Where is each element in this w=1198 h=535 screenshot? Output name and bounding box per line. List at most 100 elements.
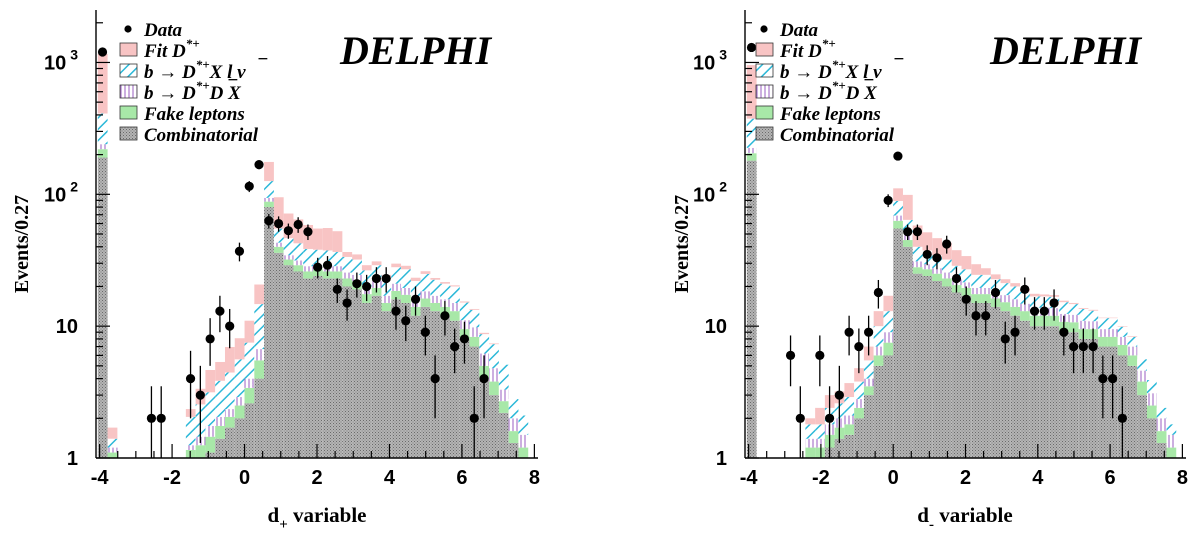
semi-bar [883,311,894,333]
semi-bar [805,424,816,439]
dd-bar [215,416,225,426]
semi-bar [205,392,216,426]
dd-bar [912,261,923,268]
fake-bar [273,246,284,253]
comb-bar [381,311,392,458]
fit-bar [234,338,245,360]
legend-label-fake: Fake leptons [779,104,881,125]
data-point [1117,413,1127,423]
legend-label-data: Data [779,20,819,41]
data-point [834,390,844,400]
fake-bar [1137,381,1147,396]
data-points [746,42,1127,458]
semi-bar [303,248,314,267]
dd-bar [961,282,972,288]
data-point [864,327,874,337]
semi-bar [508,399,519,419]
y-tick-label: 10 2 [693,178,727,206]
legend-swatch-fit [755,42,774,57]
dd-bar [873,346,884,356]
fake-bar [912,267,923,274]
comb-bar [234,418,245,458]
fake-bar [1049,315,1060,327]
comb-bar [902,246,913,458]
semi-bar [1166,424,1177,435]
comb-bar [254,378,265,458]
data-point [234,246,245,256]
fit-bar [273,197,284,229]
data-point [942,239,952,249]
comb-bar [342,286,353,458]
legend-marker-data [760,25,768,33]
semi-bar [1146,380,1157,394]
x-tick-label: -4 [91,467,110,489]
data-point [185,374,196,384]
dd-bar [303,266,314,272]
comb-bar [1078,338,1089,458]
comb-bar [1029,326,1040,458]
semi-bar [746,118,757,148]
data-point [1000,334,1010,344]
comb-bar [922,276,933,458]
x-axis-title: d+ variable [268,503,367,533]
fit-bar [459,301,470,303]
comb-bar [440,315,450,458]
comb-bar [844,434,855,458]
data-point [244,181,254,191]
fake-bar [97,149,108,158]
dd-bar [332,266,343,272]
fit-bar [893,188,903,201]
fake-bar [1098,336,1108,347]
dd-bar [273,242,284,247]
dd-bar [489,368,499,382]
y-tick-label: 10 3 [693,46,727,74]
semi-bar [863,360,874,379]
semi-bar [215,380,225,417]
data-point [352,279,362,289]
comb-bar [932,281,943,458]
legend-swatch-dd [119,84,138,99]
fake-bar [215,425,225,439]
dd-bar [981,287,991,295]
fit-bar [844,383,855,398]
legend-label-data: Data [143,20,183,41]
fit-bar [479,332,490,335]
semi-bar [440,283,450,300]
comb-bar [1127,365,1138,458]
data-point [254,160,264,170]
legend-swatch-semi [119,63,138,78]
fit-bar [401,265,411,270]
dd-bar [401,287,411,295]
data-point [391,306,401,316]
fit-bar [1088,309,1099,311]
data-point [1059,327,1069,337]
semi-bar [185,416,196,446]
dd-bar [430,295,441,303]
dd-bar [205,425,216,437]
data-point [195,390,205,400]
data-point [420,327,430,337]
data-point [893,151,903,161]
comb-bar [883,355,894,458]
fit-bar [391,263,402,268]
fit-bar [420,271,431,274]
fit-bar [1029,293,1040,297]
dd-bar [264,197,274,202]
data-point [273,218,284,229]
y-axis-title: Events/0.27 [671,195,693,293]
data-point [1020,284,1030,295]
data-point [322,260,333,270]
dd-bar [508,418,519,432]
data-point [479,374,489,384]
comb-bar [449,320,460,458]
data-point [815,350,825,361]
dd-bar [293,260,304,266]
comb-bar [459,338,470,458]
x-tick-label: -4 [740,467,759,489]
data-point [430,374,440,384]
dd-bar [805,438,816,448]
fit-bar [1010,283,1021,287]
data-point [1088,341,1098,352]
